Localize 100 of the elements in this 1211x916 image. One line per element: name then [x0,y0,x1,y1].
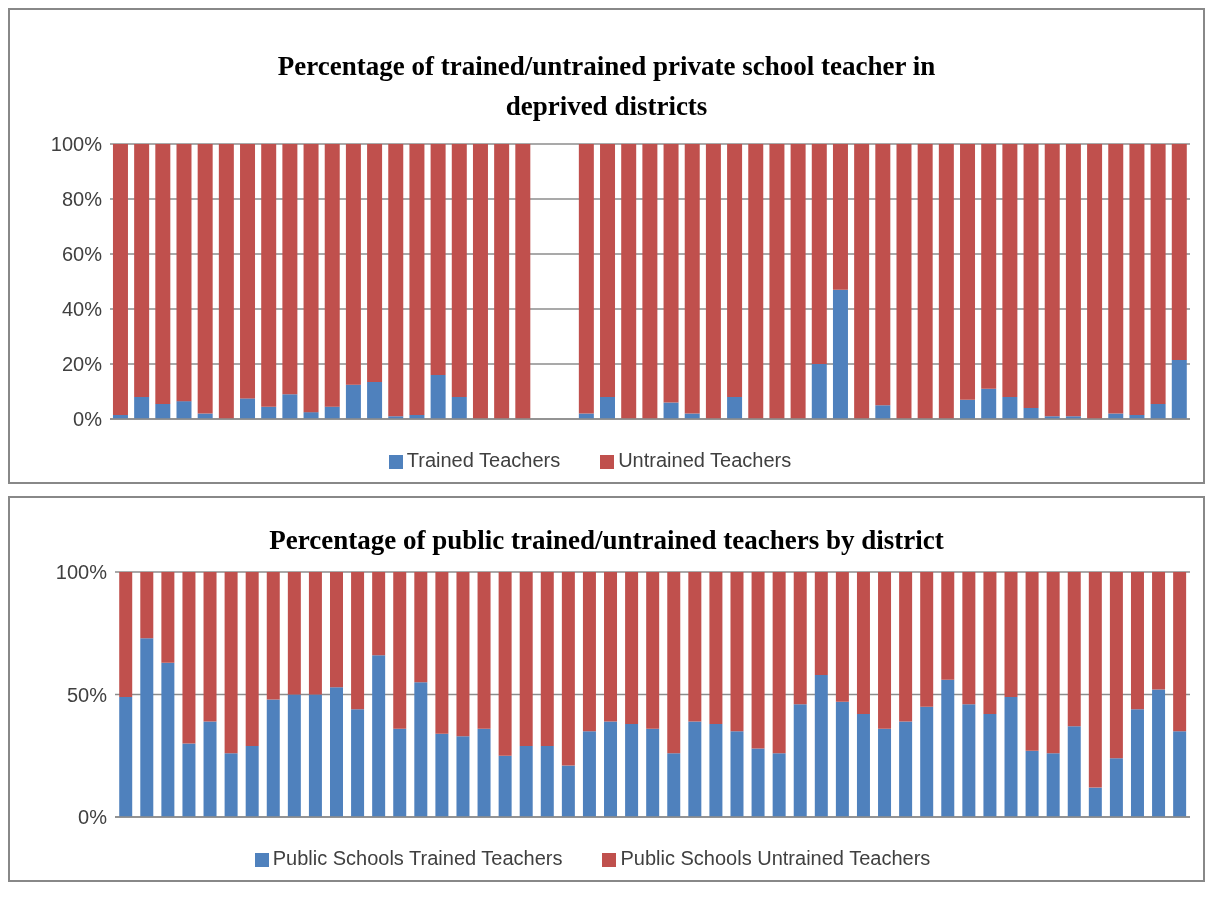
bar [409,144,425,415]
bar [351,709,365,817]
bar [472,144,488,419]
bar [1004,696,1018,817]
bar [161,662,175,817]
bar [772,753,786,817]
legend-label: Public Schools Untrained Teachers [620,847,931,869]
bar [941,572,955,680]
bar [245,745,259,817]
y-tick-label: 100% [50,133,103,156]
bar [330,687,343,817]
bar [515,144,531,419]
bar [983,572,997,715]
bar [811,364,827,419]
bar [642,144,658,419]
bar [896,144,912,419]
bar [119,696,133,817]
bar [1173,731,1187,817]
bar [1025,750,1039,817]
bar [772,572,786,754]
bar [240,398,256,419]
bar [161,572,175,663]
bar [561,765,575,817]
bar [1108,144,1124,414]
bar [519,572,533,746]
bar [1150,403,1166,419]
bar [667,572,681,754]
bar [1044,144,1060,417]
bar [456,572,470,737]
bar [793,572,807,705]
bar [345,384,361,419]
bar [1002,144,1018,397]
bar [224,572,238,754]
bar [1171,144,1187,360]
bar [119,572,133,697]
bar [1046,572,1060,754]
bar [282,394,298,419]
bar [832,289,848,419]
bar [727,144,743,397]
bar [477,572,491,729]
bar [351,572,365,710]
bar [155,403,171,419]
legend-label: Trained Teachers [406,449,561,471]
bar [155,144,171,404]
bar [372,655,386,817]
bar [1002,397,1018,419]
bar [578,144,594,414]
bar [981,144,997,389]
bar [769,144,785,419]
bar [393,572,407,729]
bar [875,405,891,419]
bar [1023,408,1039,419]
bar [983,714,997,817]
bar [688,721,702,817]
y-tick-label: 0% [78,806,108,829]
bar [793,704,807,817]
legend-label: Untrained Teachers [618,449,792,471]
bar [261,144,277,407]
bar [790,144,806,419]
bar [1088,572,1102,788]
chart-title: Percentage of public trained/untrained teachers by district [268,524,945,557]
bar [367,381,383,419]
y-tick-label: 60% [61,243,103,266]
bar [224,753,238,817]
bar [899,721,913,817]
bar [266,699,280,817]
bar [811,144,827,364]
bar [176,144,192,402]
legend-label: Public Schools Trained Teachers [272,847,563,869]
bar [856,714,870,817]
bar [875,144,891,406]
bar [1171,359,1187,419]
bar [604,572,618,722]
bar [663,402,679,419]
bar [240,144,256,399]
bar [1088,787,1102,817]
bar [367,144,383,382]
bar [1152,572,1166,690]
bar [730,731,744,817]
bar [308,694,322,817]
bar [663,144,679,403]
bar [835,701,849,817]
bar [1109,572,1123,759]
bar [345,144,361,385]
bar [197,144,213,414]
bar [561,572,575,766]
bar [1067,572,1081,727]
bar [540,572,554,746]
bar [519,745,533,817]
bar [218,144,234,419]
bar [878,572,892,729]
bar [1025,572,1039,751]
bar [854,144,870,419]
bar [688,572,702,722]
bar [600,144,616,397]
bar [324,144,340,407]
bar [1109,758,1123,817]
bar [540,745,554,817]
bar [282,144,298,395]
bar [917,144,933,419]
